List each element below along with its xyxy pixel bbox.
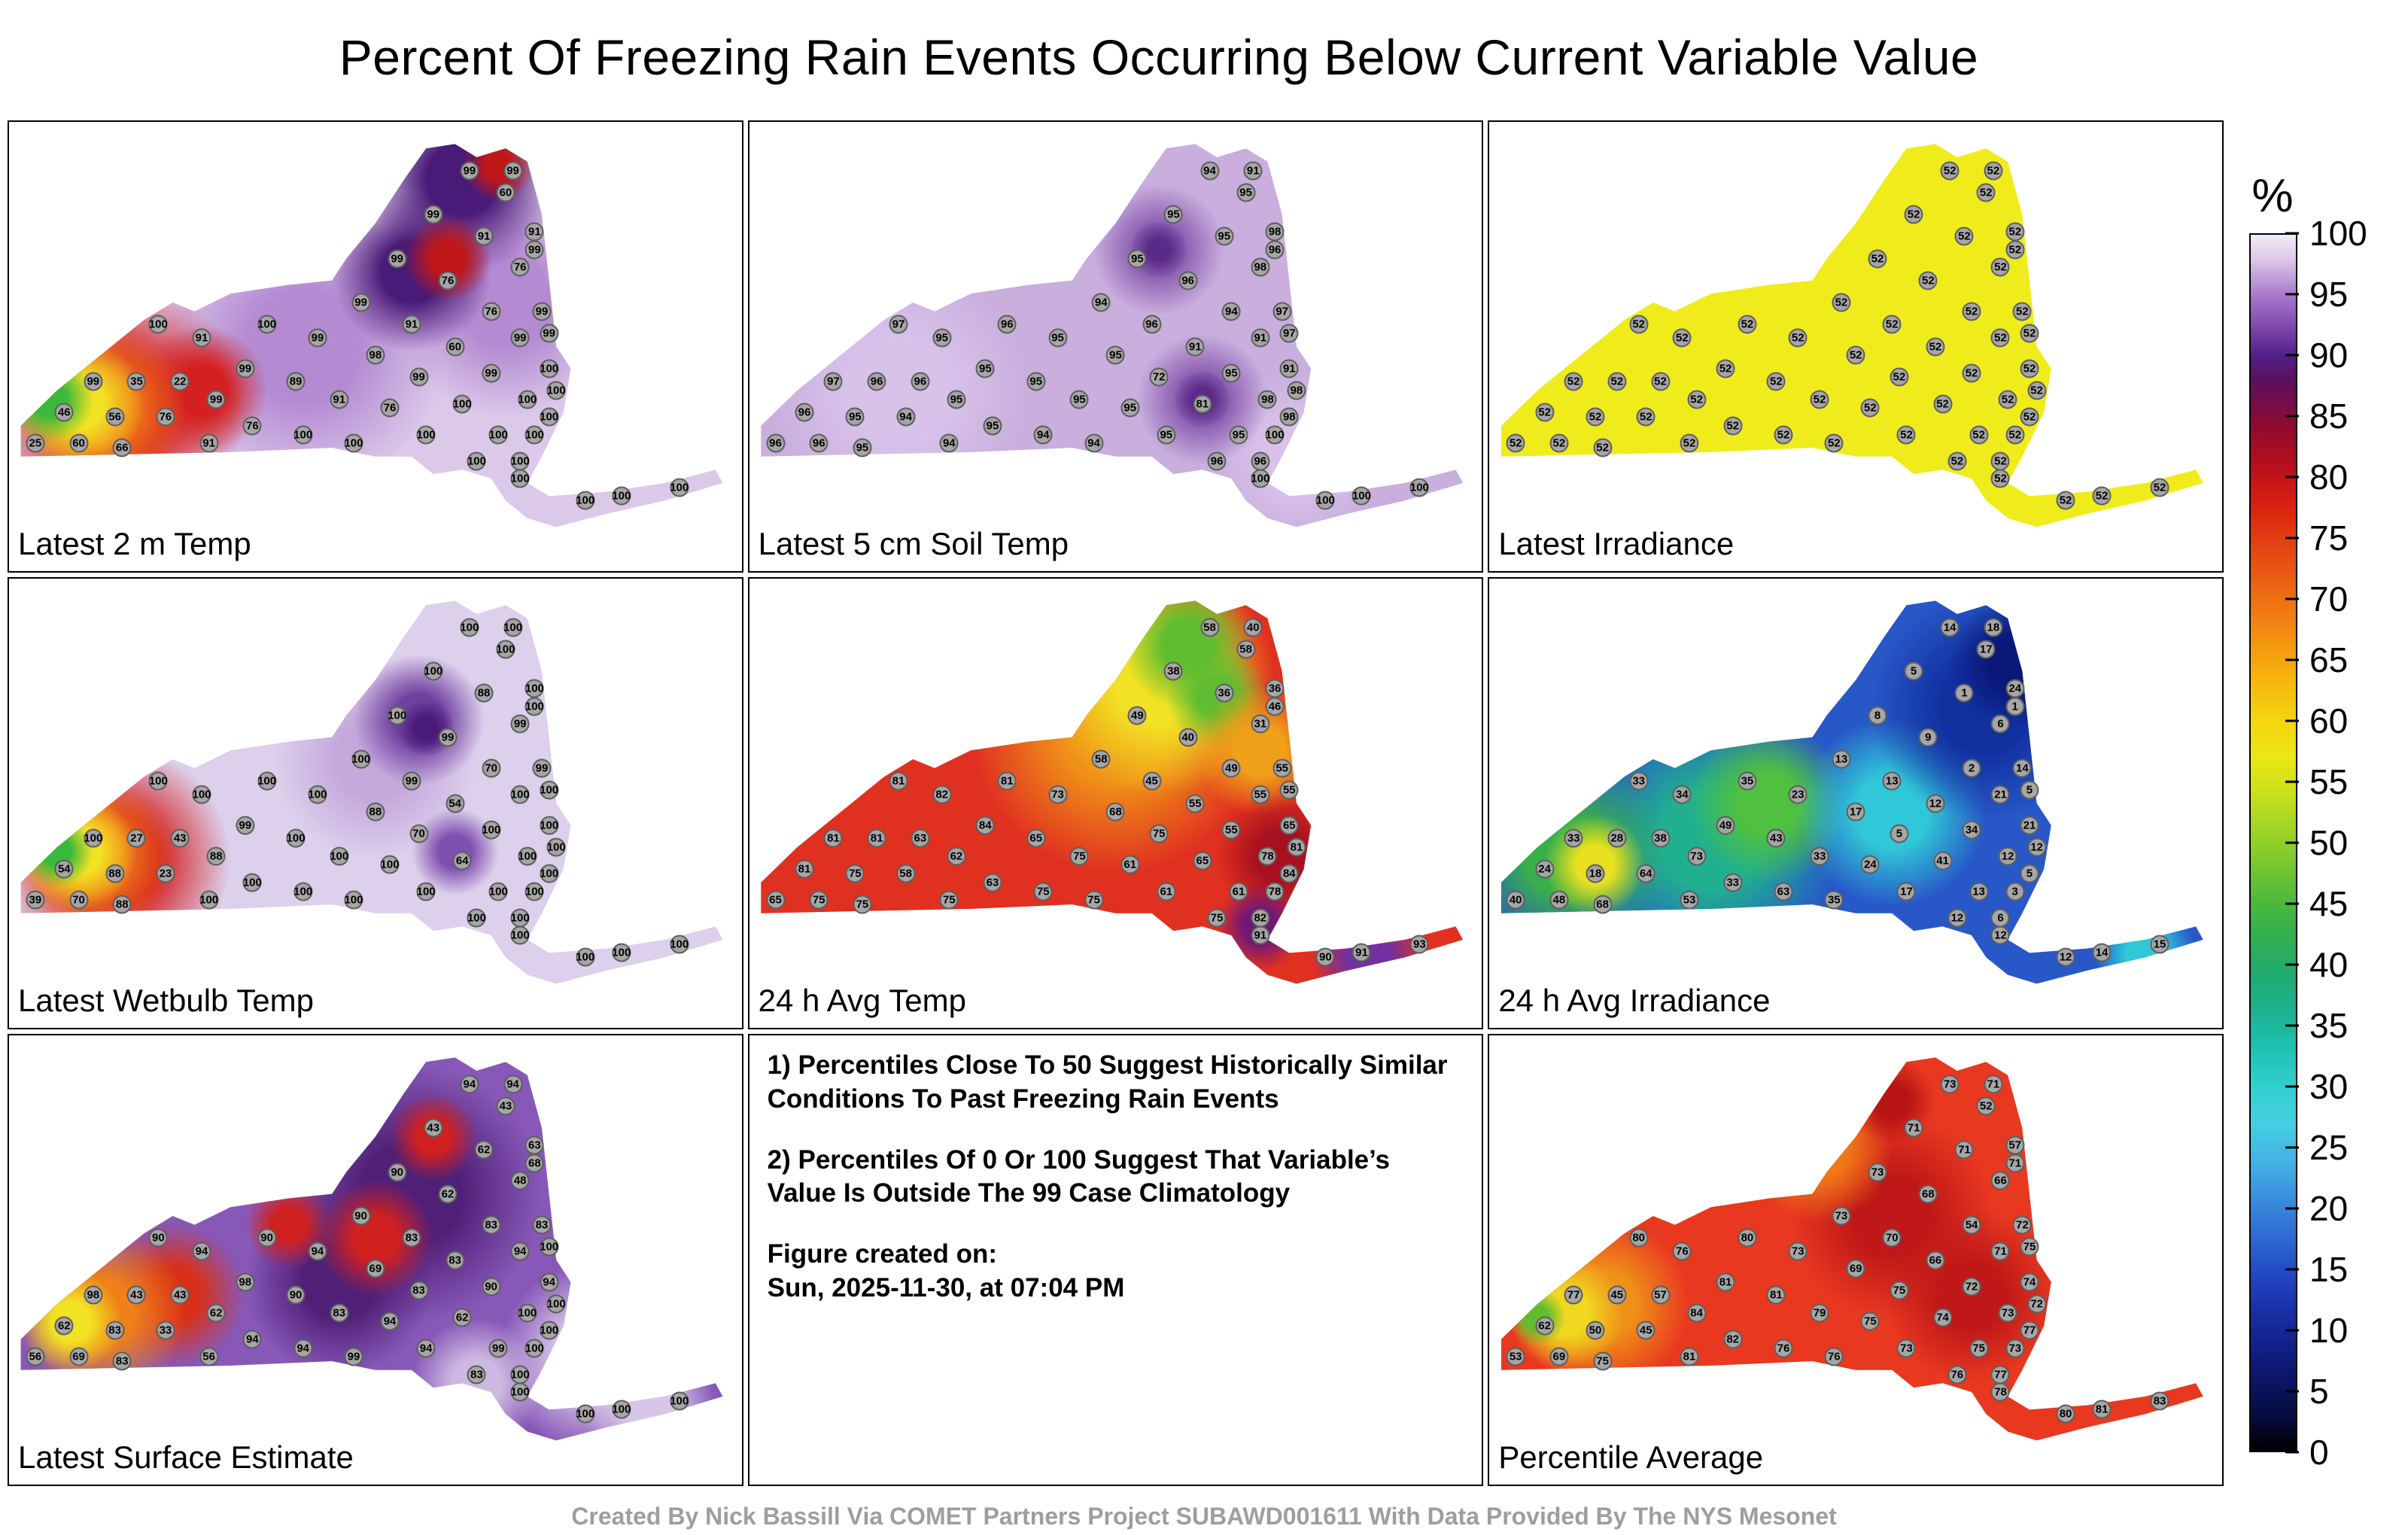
ny-map-fill (1500, 600, 2203, 984)
map-panel-latest-2m-temp: 25 46 99 60 56 35 66 76 22 100 91 99 91 99 76 100 89 100 9… (8, 120, 743, 573)
colorbar-tick-label: 60 (2309, 701, 2349, 740)
colorbar-tick-mark (2285, 1451, 2299, 1454)
colorbar-tick-mark (2285, 963, 2299, 966)
ny-map-fill (20, 1057, 723, 1441)
panel-label: Percentile Average (1495, 1438, 1771, 1477)
colorbar-tick-mark (2285, 658, 2299, 661)
colorbar-tick-label: 90 (2309, 336, 2349, 375)
map-panel-latest-wetbulb-temp: 39 54 100 70 88 27 88 23 43 100 100 88 100 99 100 100 10… (8, 577, 743, 1029)
colorbar-tick-mark (2285, 902, 2299, 905)
panel-label: Latest 2 m Temp (15, 524, 259, 564)
footer-credit: Created By Nick Bassill Via COMET Partne… (571, 1503, 1837, 1530)
colorbar-tick-label: 50 (2309, 823, 2349, 862)
colorbar-tick-mark (2285, 1329, 2299, 1332)
colorbar-tick-label: 0 (2309, 1433, 2329, 1472)
colorbar-tick-label: 30 (2309, 1067, 2349, 1106)
colorbar-tick-label: 40 (2309, 945, 2349, 984)
colorbar-tick-mark (2285, 597, 2299, 600)
colorbar-tick-mark (2285, 293, 2299, 296)
map-panel-latest-5cm-soil-temp: 96 96 97 96 95 96 95 94 96 97 95 95 94 95 95 96 95 94 95 95… (747, 120, 1484, 573)
colorbar-tick-label: 65 (2309, 640, 2349, 679)
figure-created-date: Sun, 2025-11-30, at 07:04 PM (767, 1272, 1125, 1302)
colorbar-label: % (2251, 170, 2294, 222)
colorbar-tick-mark (2285, 719, 2299, 722)
colorbar-tick-label: 85 (2309, 397, 2349, 436)
colorbar-tick-mark (2285, 536, 2299, 540)
colorbar-tick-label: 35 (2309, 1006, 2349, 1045)
colorbar-bar-wrap: 100 95 90 85 80 75 70 65 60 55 50 45 40 35 30 25 20 15 10 5… (2249, 214, 2367, 1472)
colorbar-tick-mark (2285, 1146, 2299, 1149)
colorbar-tick-mark (2285, 780, 2299, 783)
colorbar-tick-mark (2285, 1207, 2299, 1210)
ny-map-fill (1500, 144, 2203, 527)
colorbar-tick-mark (2285, 476, 2299, 479)
colorbar-tick-mark (2285, 354, 2299, 357)
colorbar-tick-label: 25 (2309, 1128, 2349, 1167)
colorbar-tick-label: 55 (2309, 762, 2349, 801)
note-2: 2) Percentiles Of 0 Or 100 Suggest That … (767, 1144, 1391, 1208)
colorbar-tick-label: 80 (2309, 457, 2349, 497)
note-1: 1) Percentiles Close To 50 Suggest Histo… (767, 1050, 1448, 1114)
colorbar-tick-label: 20 (2309, 1189, 2349, 1228)
map-panel-percentile-average: 53 62 77 69 50 45 75 45 57 80 76 84 81 81 82 80 81 76 73 79… (1488, 1034, 2224, 1486)
colorbar-tick-label: 95 (2309, 275, 2349, 314)
colorbar-tick-label: 45 (2309, 884, 2349, 923)
ny-map-fill (20, 600, 723, 984)
colorbar-tick-label: 70 (2309, 579, 2349, 619)
panel-label: Latest Surface Estimate (15, 1438, 361, 1477)
colorbar-tick-mark (2285, 232, 2299, 235)
colorbar-tick-mark (2285, 1085, 2299, 1088)
panel-label: Latest Irradiance (1495, 524, 1742, 564)
map-panel-latest-surface-estimate: 56 62 98 69 83 43 83 33 43 90 94 62 56 98 94 90 90 94 94 83… (8, 1034, 743, 1486)
panel-label: 24 h Avg Irradiance (1495, 981, 1778, 1020)
panel-grid: 25 46 99 60 56 35 66 76 22 100 91 99 91 99 76 100 89 100 9… (8, 120, 2224, 1486)
figure-created-label: Figure created on: (767, 1239, 997, 1269)
colorbar-tick-label: 100 (2309, 214, 2367, 253)
panel-label: 24 h Avg Temp (755, 981, 974, 1020)
colorbar-tick-label: 75 (2309, 518, 2349, 558)
colorbar-tick-mark (2285, 1024, 2299, 1027)
colorbar-tick-label: 5 (2309, 1372, 2329, 1411)
panel-label: Latest 5 cm Soil Temp (755, 524, 1077, 564)
colorbar-tick-mark (2285, 841, 2299, 844)
page-title: Percent Of Freezing Rain Events Occurrin… (339, 29, 1979, 85)
notes-panel: 1) Percentiles Close To 50 Suggest Histo… (747, 1034, 1484, 1486)
colorbar-tick-label: 10 (2309, 1311, 2349, 1350)
map-panel-24h-avg-temp: 65 81 81 75 75 81 75 58 63 81 82 62 75 84 63 81 65 75 73 75… (747, 577, 1484, 1029)
colorbar-tick-label: 15 (2309, 1250, 2349, 1289)
colorbar-tick-mark (2285, 1390, 2299, 1393)
ny-map-fill (1500, 1057, 2203, 1441)
ny-map-fill (761, 600, 1464, 984)
colorbar: % 100 95 90 85 80 75 70 65 60 55 50 45 40 35 30 25 20 15 1… (2246, 169, 2404, 1494)
map-panel-24h-avg-irradiance: 40 24 33 48 18 28 68 64 38 33 34 73 53 49 33 35 43 63 23 33… (1488, 577, 2224, 1029)
panel-label: Latest Wetbulb Temp (15, 981, 322, 1020)
ny-map-fill (20, 144, 723, 527)
map-panel-latest-irradiance: 52 52 52 52 52 52 52 52 52 52 52 52 52 52 52 52 52 52 52 52… (1488, 120, 2224, 573)
colorbar-tick-mark (2285, 1268, 2299, 1271)
colorbar-tick-mark (2285, 415, 2299, 418)
ny-map-fill (761, 144, 1464, 527)
